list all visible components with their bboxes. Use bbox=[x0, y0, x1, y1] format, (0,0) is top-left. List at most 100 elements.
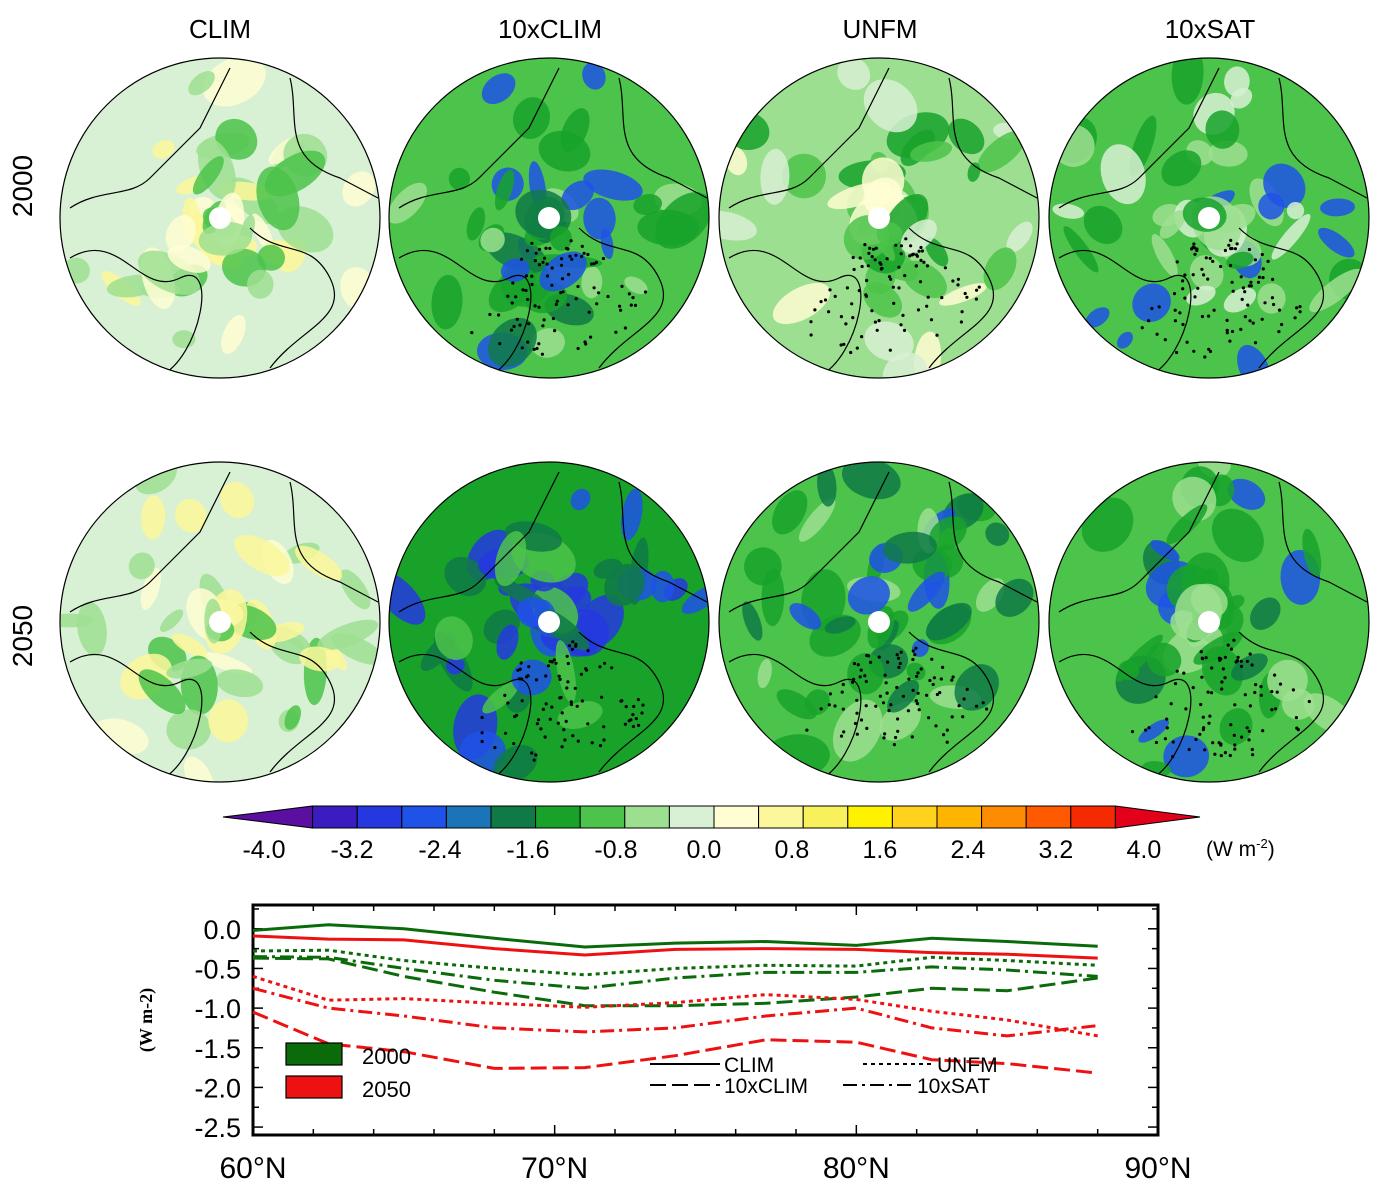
significance-dot bbox=[1171, 740, 1175, 744]
map-contour-blob bbox=[863, 177, 903, 216]
significance-dot bbox=[889, 277, 893, 281]
map-contour-blob bbox=[496, 624, 519, 660]
colorbar-segment bbox=[401, 805, 447, 829]
map-contour-blob bbox=[539, 251, 587, 292]
significance-dot bbox=[470, 331, 474, 335]
colorbar-tick-label: 1.6 bbox=[862, 836, 898, 864]
significance-dot bbox=[1253, 690, 1257, 695]
map-contour-blob bbox=[342, 171, 376, 207]
significance-dot bbox=[1144, 728, 1148, 732]
significance-dot bbox=[910, 735, 914, 739]
coastline bbox=[69, 471, 231, 613]
significance-dot bbox=[1147, 726, 1151, 730]
significance-dot bbox=[541, 324, 545, 328]
significance-dot bbox=[1270, 690, 1274, 694]
significance-dot bbox=[568, 254, 572, 258]
coastline bbox=[948, 481, 1038, 603]
map-outline bbox=[388, 57, 710, 379]
map-contour-blob bbox=[257, 244, 285, 271]
significance-dot bbox=[534, 251, 538, 255]
significance-dot bbox=[1225, 328, 1229, 332]
significance-dot bbox=[542, 318, 546, 322]
significance-dot bbox=[1275, 690, 1279, 694]
coastline bbox=[908, 227, 995, 369]
significance-dot bbox=[859, 718, 864, 722]
significance-dot bbox=[1232, 733, 1236, 738]
significance-dot bbox=[985, 707, 989, 711]
coastline bbox=[728, 654, 862, 781]
significance-dot bbox=[1154, 740, 1158, 745]
significance-dot bbox=[867, 251, 871, 255]
significance-dot bbox=[1130, 730, 1135, 734]
significance-dot bbox=[942, 733, 946, 737]
significance-dot bbox=[571, 734, 575, 738]
significance-dot bbox=[1165, 717, 1169, 721]
significance-dot bbox=[1248, 319, 1252, 323]
map-contour-blob bbox=[1083, 205, 1123, 244]
significance-dot bbox=[1236, 655, 1240, 659]
colorbar-tick-label: 0.0 bbox=[686, 836, 722, 864]
significance-dot bbox=[1248, 652, 1252, 656]
coastline bbox=[289, 77, 379, 199]
significance-dot bbox=[1202, 726, 1206, 730]
coastline bbox=[1278, 481, 1368, 603]
polar-map-1-3 bbox=[1049, 462, 1369, 782]
significance-dot bbox=[1241, 286, 1245, 290]
significance-dot bbox=[560, 257, 564, 261]
significance-dot bbox=[1218, 658, 1222, 662]
significance-dot bbox=[851, 680, 855, 684]
y-tick-label: -2.5 bbox=[194, 1113, 241, 1143]
significance-dot bbox=[497, 313, 501, 317]
significance-dot bbox=[1178, 311, 1182, 315]
significance-dot bbox=[480, 731, 484, 735]
map-contour-blob bbox=[234, 534, 290, 577]
significance-dot bbox=[566, 680, 570, 684]
map-contour-blob bbox=[781, 153, 827, 199]
significance-dot bbox=[641, 703, 645, 707]
map-contour-blob bbox=[1302, 528, 1322, 578]
significance-dot bbox=[951, 279, 955, 283]
significance-dot bbox=[610, 666, 614, 670]
map-contour-blob bbox=[1250, 597, 1281, 630]
significance-dot bbox=[582, 251, 586, 255]
colorbar-segment bbox=[981, 805, 1027, 829]
significance-dot bbox=[828, 692, 833, 696]
significance-dot bbox=[1192, 246, 1197, 250]
significance-dot bbox=[643, 290, 648, 294]
significance-dot bbox=[598, 744, 603, 748]
map-contour-blob bbox=[985, 522, 1010, 546]
map-outline bbox=[59, 57, 381, 379]
significance-dot bbox=[920, 249, 925, 253]
significance-dot bbox=[533, 304, 537, 308]
significance-dot bbox=[899, 323, 903, 327]
significance-dot bbox=[1157, 305, 1161, 309]
significance-dot bbox=[1248, 704, 1252, 708]
significance-dot bbox=[1261, 729, 1265, 733]
significance-dot bbox=[1208, 256, 1212, 260]
coastline bbox=[398, 67, 560, 209]
significance-dot bbox=[928, 678, 932, 683]
significance-dot bbox=[1240, 297, 1244, 301]
map-contour-blob bbox=[167, 245, 211, 273]
significance-dot bbox=[1229, 723, 1233, 727]
colorbar-segment bbox=[802, 805, 849, 829]
map-contour-blob bbox=[494, 169, 515, 211]
significance-dot bbox=[556, 721, 560, 725]
significance-dot bbox=[539, 727, 543, 731]
colorbar-arrow-right bbox=[1114, 805, 1201, 829]
significance-dot bbox=[868, 246, 872, 250]
significance-dot bbox=[925, 264, 930, 268]
significance-dot bbox=[1235, 242, 1239, 246]
significance-dot bbox=[1232, 638, 1236, 642]
significance-dot bbox=[875, 328, 879, 332]
significance-dot bbox=[512, 324, 516, 329]
map-contour-blob bbox=[555, 640, 577, 703]
map-contour-blob bbox=[431, 274, 463, 330]
significance-dot bbox=[541, 260, 545, 264]
significance-dot bbox=[965, 687, 969, 692]
map-contour-blob bbox=[192, 156, 224, 195]
significance-dot bbox=[1192, 242, 1196, 246]
colorbar-segment bbox=[1025, 805, 1072, 829]
significance-dot bbox=[929, 318, 934, 322]
colorbar-tick-label: 3.2 bbox=[1038, 836, 1074, 864]
